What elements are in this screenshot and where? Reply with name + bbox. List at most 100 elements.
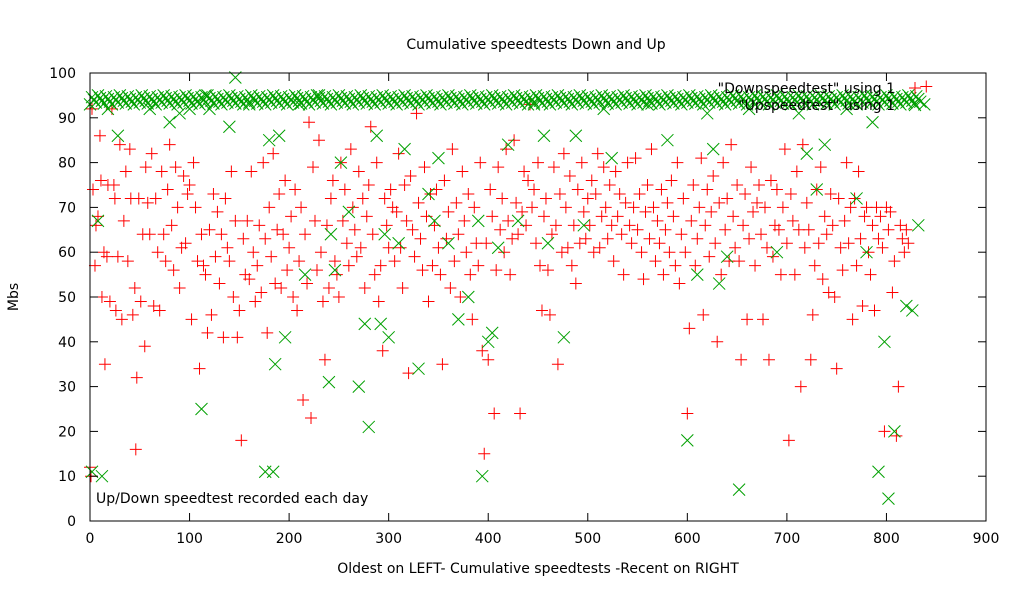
download-point (305, 411, 318, 424)
download-point (806, 308, 819, 321)
download-point (691, 232, 704, 245)
download-point (673, 277, 686, 290)
download-point (814, 161, 827, 174)
download-point (743, 232, 756, 245)
upload-point (203, 102, 216, 116)
download-point (760, 241, 773, 254)
download-point (549, 219, 562, 232)
download-point (474, 156, 487, 169)
download-point (100, 250, 113, 263)
download-point (229, 214, 242, 227)
download-point (225, 165, 238, 178)
upload-point (485, 326, 499, 340)
upload-point (818, 138, 832, 152)
download-point (330, 268, 343, 281)
download-point (217, 331, 230, 344)
download-point (89, 219, 102, 232)
upload-point (911, 218, 925, 232)
download-point (422, 295, 435, 308)
download-point (735, 353, 748, 366)
download-point (132, 192, 145, 205)
download-point (528, 183, 541, 196)
download-point (675, 228, 688, 241)
download-point (780, 237, 793, 250)
download-point (543, 308, 556, 321)
download-point (637, 273, 650, 286)
download-point (553, 187, 566, 200)
download-point (141, 196, 154, 209)
download-point (816, 273, 829, 286)
download-point (719, 223, 732, 236)
download-point (86, 183, 99, 196)
upload-point (511, 214, 525, 228)
download-point (255, 286, 268, 299)
upload-point (199, 89, 212, 102)
download-point (374, 259, 387, 272)
download-point (301, 277, 314, 290)
download-point (502, 214, 515, 227)
upload-point (242, 98, 256, 111)
download-point (520, 219, 533, 232)
upload-point (292, 98, 306, 111)
download-point (679, 246, 692, 259)
download-point (456, 165, 469, 178)
download-point (852, 165, 865, 178)
download-point (512, 228, 525, 241)
upload-point (101, 102, 115, 116)
download-point (396, 282, 409, 295)
legend-marker-upload (908, 98, 922, 112)
download-point (565, 259, 578, 272)
download-point (764, 174, 777, 187)
download-point (856, 299, 869, 312)
download-point (749, 259, 762, 272)
upload-point (541, 236, 555, 250)
download-point (98, 358, 111, 371)
download-point (629, 152, 642, 165)
download-point (607, 255, 620, 268)
upload-point (223, 120, 236, 134)
upload-point (700, 106, 714, 120)
download-point (615, 228, 628, 241)
upload-point (461, 290, 475, 304)
upload-point (712, 277, 726, 290)
download-point (454, 291, 467, 303)
download-point (541, 264, 554, 277)
upload-point (95, 469, 109, 483)
upload-point (173, 106, 186, 120)
download-point (219, 192, 232, 205)
download-point (804, 353, 817, 366)
download-point (631, 223, 644, 236)
download-point (762, 353, 775, 366)
download-point (747, 205, 760, 218)
upload-point (680, 434, 694, 447)
chart-annotation: Up/Down speedtest recorded each day (96, 491, 368, 507)
upload-point (428, 214, 441, 228)
download-point (697, 308, 710, 321)
download-point (526, 201, 539, 214)
upload-point (537, 129, 551, 143)
upload-point (888, 425, 901, 438)
download-point (209, 250, 222, 263)
download-point (731, 179, 744, 191)
download-point (249, 295, 262, 308)
download-point (263, 201, 276, 214)
download-point (310, 264, 323, 277)
y-tick-label: 100 (49, 66, 76, 82)
download-point (669, 259, 682, 272)
download-point (201, 326, 214, 339)
upload-point (792, 106, 806, 120)
download-point (844, 201, 857, 214)
download-point (378, 192, 391, 205)
upload-point (432, 151, 445, 165)
download-point (902, 237, 915, 250)
y-axis: 0 10 20 30 40 50 60 70 80 90 100 (49, 66, 986, 530)
download-point (362, 179, 375, 191)
download-point (623, 219, 636, 232)
download-point (782, 434, 795, 447)
download-point (717, 156, 730, 169)
download-point (462, 187, 475, 200)
download-point (667, 210, 680, 223)
download-point (247, 246, 260, 259)
download-point (725, 138, 738, 151)
download-point (559, 201, 572, 214)
